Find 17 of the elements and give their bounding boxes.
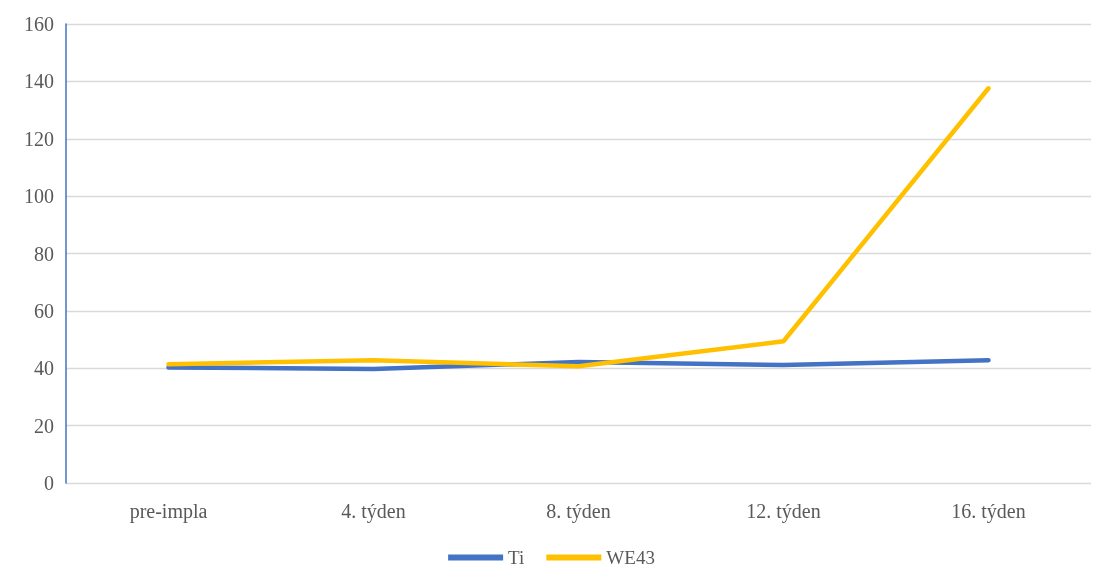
y-tick-label: 100 bbox=[24, 185, 54, 208]
y-tick-label: 80 bbox=[34, 242, 54, 265]
line-series bbox=[166, 86, 991, 369]
y-tick-label: 140 bbox=[24, 70, 54, 93]
x-tick-label: 16. týden bbox=[951, 500, 1026, 523]
x-tick-label: pre-impla bbox=[129, 500, 208, 523]
x-tick-label: 8. týden bbox=[546, 500, 611, 523]
y-tick-label: 160 bbox=[24, 13, 54, 35]
y-tick-label: 60 bbox=[34, 299, 54, 322]
legend-label: Ti bbox=[508, 547, 525, 568]
x-tick-label: 12. týden bbox=[746, 500, 821, 523]
y-tick-label: 0 bbox=[44, 472, 54, 494]
legend-label: WE43 bbox=[606, 547, 655, 568]
y-tick-label: 20 bbox=[34, 414, 54, 437]
y-tick-label: 120 bbox=[24, 127, 54, 150]
x-tick-label: 4. týden bbox=[341, 500, 406, 523]
y-tick-label: 40 bbox=[34, 357, 54, 380]
